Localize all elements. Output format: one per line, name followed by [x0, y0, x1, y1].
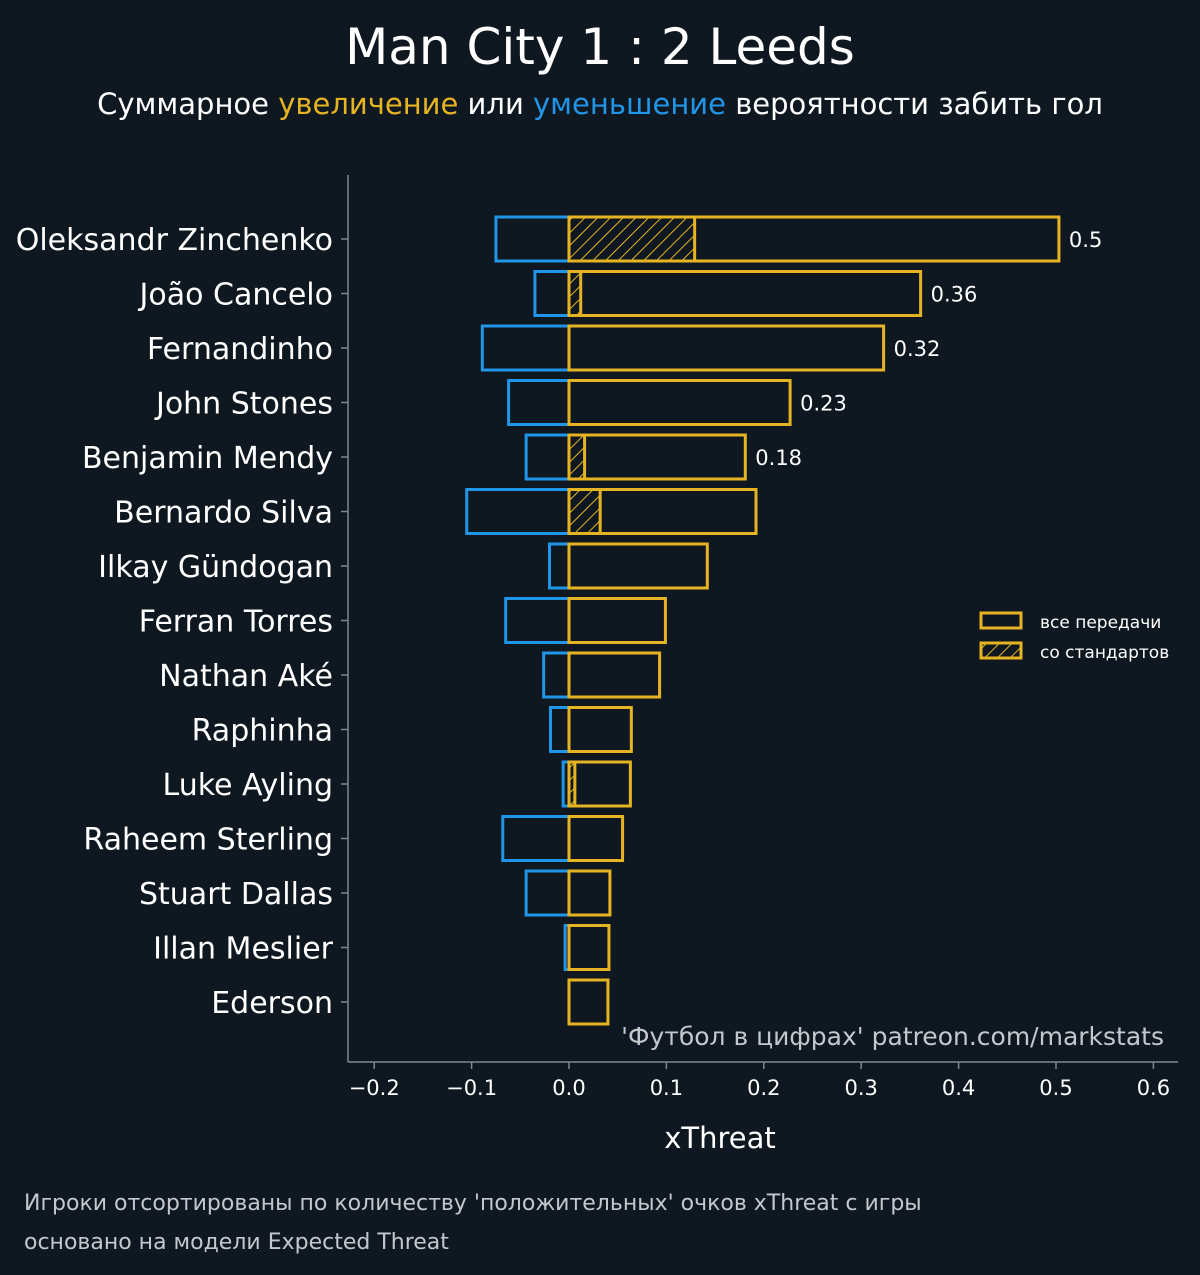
- bar-negative-stuart-dallas: [524, 869, 571, 917]
- bar-positive-ederson: [567, 978, 610, 1026]
- player-label-ilkay-g-ndogan: Ilkay Gündogan: [98, 550, 333, 585]
- subtitle-decrease: уменьшение: [533, 87, 726, 121]
- player-label-john-stones: John Stones: [154, 387, 333, 422]
- player-label-raheem-sterling: Raheem Sterling: [83, 823, 333, 858]
- value-label-jo-o-cancelo: 0.36: [931, 283, 978, 307]
- bar-positive-luke-ayling: [567, 760, 632, 808]
- player-label-fernandinho: Fernandinho: [147, 332, 333, 367]
- bar-positive-john-stones: [567, 379, 792, 426]
- bar-negative-raphinha: [548, 706, 571, 753]
- value-label-benjamin-mendy: 0.18: [755, 446, 802, 470]
- subtitle-prefix: Суммарное: [97, 87, 278, 121]
- bar-positive-illan-meslier: [567, 924, 611, 971]
- bar-positive-jo-o-cancelo: [567, 270, 923, 317]
- subtitle-suffix: вероятности забить гол: [726, 87, 1103, 121]
- player-labels: Oleksandr Zinchenko João Cancelo Fernandin…: [16, 223, 348, 1021]
- bar-positive-raphinha: [567, 706, 633, 753]
- watermark: 'Футбол в цифрах' patreon.com/markstats: [621, 1022, 1164, 1051]
- legend-label-set-pieces: со стандартов: [1040, 643, 1169, 663]
- bar-setpiece-oleksandr-zinchenko: [567, 215, 697, 263]
- x-tick-label: 0.6: [1137, 1076, 1170, 1100]
- bar-positive-ilkay-g-ndogan: [567, 542, 709, 590]
- legend-swatch-all-passes: [979, 611, 1023, 630]
- bar-positive-ferran-torres: [567, 597, 667, 644]
- bar-setpiece-jo-o-cancelo: [567, 270, 583, 317]
- value-label-john-stones: 0.23: [800, 392, 847, 416]
- player-label-illan-meslier: Illan Meslier: [153, 932, 334, 967]
- player-label-ferran-torres: Ferran Torres: [139, 605, 333, 640]
- value-label-fernandinho: 0.32: [894, 337, 941, 361]
- footnote-line-1: Игроки отсортированы по количеству 'поло…: [24, 1191, 922, 1216]
- bar-positive-stuart-dallas: [567, 869, 612, 917]
- chart-subtitle: Суммарное увеличение или уменьшение веро…: [97, 87, 1103, 121]
- bar-positive-bernardo-silva: [567, 488, 758, 535]
- chart-title: Man City 1 : 2 Leeds: [345, 18, 855, 76]
- x-axis-title: xThreat: [664, 1121, 776, 1155]
- bar-positive-fernandinho: [567, 324, 886, 372]
- bar-negative-nathan-ak: [542, 651, 571, 699]
- x-tick-label: 0.4: [942, 1076, 975, 1100]
- bars-layer: 0.5 0.36 0.32 0.23 0.18: [465, 215, 1102, 1026]
- bar-negative-ferran-torres: [504, 597, 571, 644]
- footnote-line-2: основано на модели Expected Threat: [24, 1230, 449, 1255]
- bar-negative-jo-o-cancelo: [533, 270, 571, 317]
- player-label-ederson: Ederson: [211, 986, 333, 1021]
- player-label-nathan-ak: Nathan Aké: [159, 659, 333, 694]
- bar-negative-john-stones: [507, 379, 571, 426]
- bar-positive-oleksandr-zinchenko: [567, 215, 1061, 263]
- bar-positive-benjamin-mendy: [567, 433, 747, 481]
- player-label-bernardo-silva: Bernardo Silva: [114, 496, 333, 531]
- x-tick-label: 0.5: [1039, 1076, 1072, 1100]
- legend: все передачи со стандартов: [979, 611, 1169, 663]
- x-tick-label: 0.0: [552, 1076, 585, 1100]
- x-tick-label: 0.3: [844, 1076, 877, 1100]
- x-tick-label: 0.2: [747, 1076, 780, 1100]
- player-label-raphinha: Raphinha: [192, 714, 333, 749]
- bar-negative-raheem-sterling: [501, 815, 571, 862]
- x-tick-label: −0.2: [349, 1076, 400, 1100]
- legend-label-all-passes: все передачи: [1040, 613, 1161, 633]
- x-tick-label: 0.1: [650, 1076, 683, 1100]
- player-label-stuart-dallas: Stuart Dallas: [139, 877, 333, 912]
- bar-negative-fernandinho: [480, 324, 571, 372]
- subtitle-middle: или: [458, 87, 533, 121]
- bar-negative-bernardo-silva: [465, 488, 571, 535]
- player-label-jo-o-cancelo: João Cancelo: [138, 278, 333, 313]
- x-tick-label: −0.1: [446, 1076, 497, 1100]
- bar-setpiece-bernardo-silva: [567, 488, 602, 535]
- bar-negative-oleksandr-zinchenko: [494, 215, 571, 263]
- subtitle-increase: увеличение: [278, 87, 458, 121]
- value-label-oleksandr-zinchenko: 0.5: [1069, 228, 1102, 252]
- player-label-oleksandr-zinchenko: Oleksandr Zinchenko: [16, 223, 333, 258]
- bar-negative-benjamin-mendy: [524, 433, 571, 481]
- bar-positive-nathan-ak: [567, 651, 662, 699]
- x-axis-ticks: −0.2 −0.1 0.0 0.1 0.2 0.3 0.4 0.5 0.6: [349, 1062, 1170, 1100]
- bar-positive-raheem-sterling: [567, 815, 625, 862]
- player-label-luke-ayling: Luke Ayling: [163, 768, 333, 803]
- player-label-benjamin-mendy: Benjamin Mendy: [82, 441, 333, 476]
- bar-setpiece-benjamin-mendy: [567, 433, 587, 481]
- bar-negative-ilkay-g-ndogan: [548, 542, 571, 590]
- legend-swatch-set-pieces: [979, 641, 1023, 660]
